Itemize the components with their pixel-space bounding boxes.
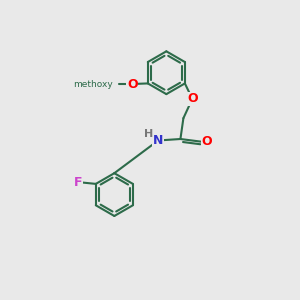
Text: O: O	[127, 77, 138, 91]
Text: O: O	[187, 92, 198, 105]
Text: O: O	[202, 136, 212, 148]
Text: F: F	[74, 176, 82, 189]
Text: N: N	[153, 134, 163, 147]
Text: H: H	[144, 129, 153, 139]
Text: methoxy: methoxy	[73, 80, 113, 88]
